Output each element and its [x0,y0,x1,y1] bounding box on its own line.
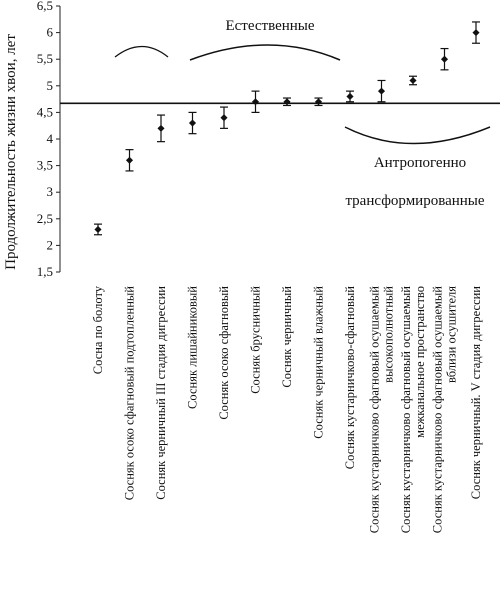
y-tick-label: 5 [47,78,54,93]
category-label: Сосняк черничный [280,286,294,388]
y-tick-label: 3 [47,184,54,199]
category-label: Сосняк осоко сфагновый [217,286,231,420]
category-label: Сосняк лишайниковый [186,286,200,409]
y-tick-label: 4 [47,131,54,146]
category-label: Сосняк черничный III стадия дигрессии [154,286,168,500]
data-point [220,114,228,122]
y-tick-label: 1,5 [37,264,53,279]
data-point [94,225,102,233]
data-point [377,87,386,95]
y-tick-label: 6,5 [37,0,53,13]
y-tick-label: 2 [47,237,54,252]
data-point [472,29,480,37]
category-label: Сосняк черничный. V стадия дигрессии [469,286,483,499]
annotations: Естественные Антропогенно трансформированн… [114,18,491,209]
data-point [314,98,323,106]
category-label: Сосняк осоко сфагновый подтопленный [123,286,137,501]
category-label: Сосна по болоту [91,285,105,374]
small-brace [114,45,169,58]
category-label: Сосняк кустарничково-сфагновый [343,286,357,469]
y-axis: 1,5 2 2,5 3 3,5 4 4,5 5 5,5 6 6,5 [37,0,500,279]
data-point [440,55,449,63]
y-tick-label: 2,5 [37,211,53,226]
data-point [283,98,291,106]
data-point [125,156,134,164]
y-tick-label: 5,5 [37,51,53,66]
category-label: межканальное пространство [413,286,427,438]
data-point [188,119,197,127]
category-label: Сосняк кустарничково сфагновый осушаемый [431,286,445,533]
category-label: вблизи осушителя [445,286,459,383]
data-point [251,98,260,106]
category-label: высокополнотный [382,286,396,383]
y-axis-label: Продолжительность жизни хвои, лет [3,34,19,270]
category-labels: Сосна по болоту Сосняк осоко сфагновый по… [91,285,483,533]
anthropogenic-brace [344,126,491,145]
category-label: Сосняк кустарничково сфагновый осушаемый [399,286,413,533]
y-tick-label: 6 [47,25,54,40]
y-tick-label: 4,5 [37,104,53,119]
data-point [409,76,417,85]
data-points [94,21,480,236]
category-label: Сосняк кустарничково сфагновый осушаемый [368,286,382,533]
y-tick-label: 3,5 [37,158,53,173]
category-label: Сосняк брусничный [249,286,263,394]
data-point [346,92,354,100]
data-point [157,124,165,132]
annotation-anthropogenic: Антропогенно [374,155,466,171]
annotation-natural: Естественные [225,18,314,34]
natural-brace [189,44,341,61]
annotation-transformed: трансформированные [345,193,484,209]
category-label: Сосняк черничный влажный [312,286,326,439]
